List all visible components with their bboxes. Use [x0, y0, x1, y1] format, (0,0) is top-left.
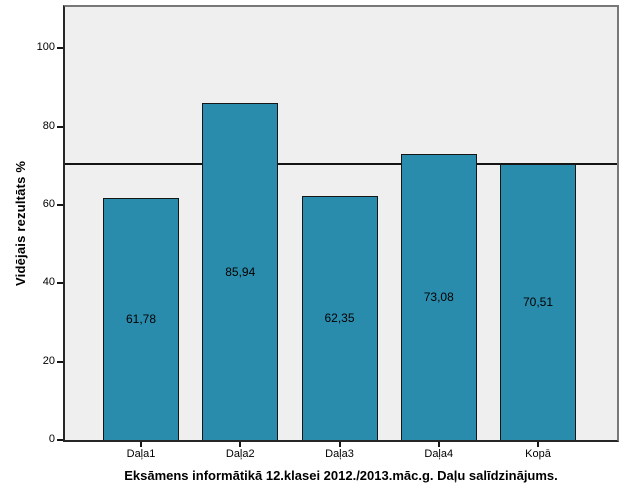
x-axis-tick	[338, 442, 341, 447]
y-axis-tick-label: 40	[42, 276, 55, 289]
y-axis-tick	[57, 47, 63, 50]
y-axis-title: Vidējais rezultāts %	[13, 160, 28, 287]
y-axis-tick	[57, 282, 63, 285]
y-axis-tick-label: 100	[36, 41, 55, 54]
plot-area: 61,78 85,94 62,35 73,08 70,51	[63, 5, 619, 442]
y-axis-tick	[57, 439, 63, 441]
y-axis-tick-label: 0	[48, 433, 55, 445]
bar-daļa2: 85,94	[202, 103, 279, 440]
bar-value-label: 62,35	[324, 311, 355, 326]
chart-title: Eksāmens informātikā 12.klasei 2012./201…	[124, 468, 558, 483]
y-axis-tick-label: 60	[42, 197, 55, 210]
bar-daļa3: 62,35	[301, 195, 378, 440]
x-axis-tick	[140, 442, 142, 447]
y-axis-tick-label: 80	[42, 119, 55, 132]
y-axis-tick	[57, 125, 63, 128]
x-axis-tick	[239, 442, 242, 447]
x-axis-category-label: Daļa3	[325, 448, 354, 460]
x-axis-category-label: Daļa4	[424, 448, 454, 460]
y-axis-tick	[57, 203, 63, 206]
x-axis-tick	[537, 442, 539, 447]
y-axis-tick-label: 20	[42, 354, 55, 367]
bar-value-label: 61,78	[125, 312, 157, 327]
bar-daļa1: 61,78	[103, 197, 179, 440]
x-axis-category-label: Daļa1	[126, 448, 156, 460]
x-axis-category-label: Daļa2	[225, 448, 255, 460]
bar-daļa4: 73,08	[400, 153, 477, 440]
bar-value-label: 85,94	[225, 265, 256, 280]
x-axis-category-label: Kopā	[525, 448, 551, 460]
x-axis-tick	[437, 442, 440, 447]
bar-value-label: 70,51	[522, 295, 554, 310]
y-axis-tick	[57, 360, 63, 363]
reference-line	[65, 162, 617, 165]
bar-value-label: 73,08	[423, 290, 454, 305]
bar-kopā: 70,51	[500, 163, 576, 440]
